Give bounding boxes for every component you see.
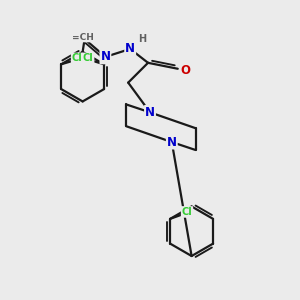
- Text: Cl: Cl: [83, 53, 94, 63]
- Text: N: N: [125, 42, 135, 56]
- Text: N: N: [167, 136, 177, 148]
- Text: Cl: Cl: [72, 53, 83, 63]
- Text: =CH: =CH: [72, 33, 94, 42]
- Text: N: N: [145, 106, 155, 119]
- Text: H: H: [138, 34, 146, 44]
- Text: O: O: [181, 64, 191, 77]
- Text: Cl: Cl: [182, 207, 192, 217]
- Text: N: N: [100, 50, 110, 63]
